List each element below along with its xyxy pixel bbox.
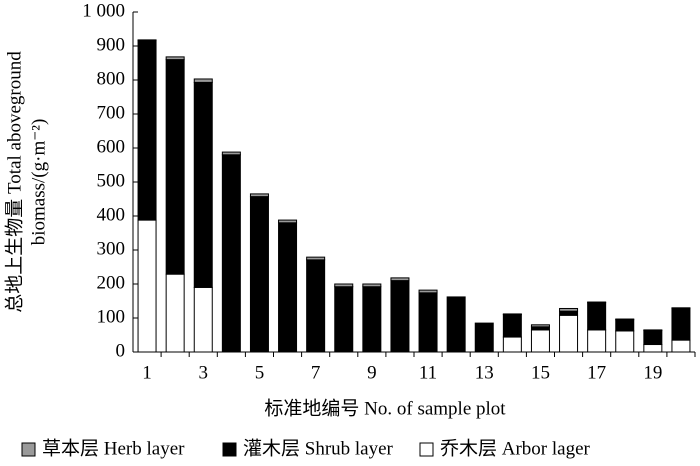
legend-label: 灌木层 Shrub layer xyxy=(243,437,394,459)
y-axis-label: biomass/(g·m⁻²) xyxy=(28,119,49,246)
bar-segment xyxy=(587,302,607,331)
bar-segment xyxy=(165,273,185,353)
legend-swatch xyxy=(419,442,434,457)
bar-segment xyxy=(193,81,213,288)
bar-segment xyxy=(559,310,579,316)
bar-segment xyxy=(643,344,663,353)
bar-segment xyxy=(418,289,438,294)
bar-segment xyxy=(137,219,157,353)
x-tick-label: 9 xyxy=(367,362,377,383)
bar-segment xyxy=(502,313,522,316)
bar-segment xyxy=(418,292,438,353)
bar-segment xyxy=(362,286,382,353)
bar-segment xyxy=(249,196,269,353)
x-tick-label: 15 xyxy=(531,362,550,383)
y-tick-label: 0 xyxy=(116,340,126,361)
bar-segment xyxy=(334,286,354,353)
y-tick-label: 500 xyxy=(97,170,126,191)
x-tick-label: 3 xyxy=(199,362,209,383)
bar-segment xyxy=(193,286,213,353)
bar-segment xyxy=(278,222,298,353)
bar-segment xyxy=(390,277,410,282)
x-axis-label: 标准地编号 No. of sample plot xyxy=(264,397,506,419)
bar-segment xyxy=(362,283,382,288)
bar-segment xyxy=(221,151,241,156)
bar-segment xyxy=(587,329,607,353)
bar-segment xyxy=(221,154,241,353)
x-tick-label: 1 xyxy=(142,362,152,383)
bar-segment xyxy=(615,318,635,321)
bar-segment xyxy=(193,78,213,83)
bar-segment xyxy=(643,330,663,346)
y-tick-label: 300 xyxy=(97,238,126,259)
bar-segment xyxy=(530,329,550,353)
bar-segment xyxy=(390,280,410,353)
bar-segment xyxy=(587,301,607,304)
x-tick-label: 19 xyxy=(643,362,662,383)
x-tick-label: 17 xyxy=(587,362,606,383)
y-axis-label: 总地上生物量 Total aboveground xyxy=(3,51,25,313)
y-tick-label: 1 000 xyxy=(82,0,125,21)
x-tick-label: 5 xyxy=(255,362,265,383)
bar-segment xyxy=(165,56,185,61)
y-tick-label: 400 xyxy=(97,204,126,225)
x-tick-label: 11 xyxy=(419,362,437,383)
bar-segment xyxy=(334,283,354,288)
legend-label: 乔木层 Arbor lager xyxy=(440,437,591,459)
bar-segment xyxy=(671,307,691,341)
y-tick-label: 600 xyxy=(97,136,126,157)
bar-segment xyxy=(137,39,157,42)
x-tick-label: 13 xyxy=(475,362,494,383)
y-tick-label: 700 xyxy=(97,102,126,123)
bar-segment xyxy=(671,339,691,353)
bar-segment xyxy=(137,40,157,221)
y-tick-label: 200 xyxy=(97,272,126,293)
bar-segment xyxy=(615,330,635,353)
bar-segment xyxy=(278,219,298,224)
bar-segment xyxy=(559,314,579,353)
bar-segment xyxy=(446,296,466,353)
y-tick-label: 800 xyxy=(97,68,126,89)
bar-segment xyxy=(306,259,326,353)
x-tick-label: 7 xyxy=(311,362,321,383)
bar-segment xyxy=(165,59,185,275)
legend-swatch xyxy=(21,442,36,457)
y-tick-label: 900 xyxy=(97,34,126,55)
bar-segment xyxy=(530,324,550,328)
bar-segment xyxy=(671,307,691,309)
bar-segment xyxy=(615,319,635,332)
bar-segment xyxy=(502,314,522,338)
legend-swatch xyxy=(222,442,237,457)
bar-segment xyxy=(559,307,579,312)
bar-segment xyxy=(249,193,269,198)
bar-segment xyxy=(306,256,326,261)
bar-segment xyxy=(502,336,522,353)
legend-label: 草本层 Herb layer xyxy=(42,437,185,459)
bar-segment xyxy=(474,322,494,353)
bar-segment xyxy=(643,329,663,332)
y-tick-label: 100 xyxy=(97,306,126,327)
